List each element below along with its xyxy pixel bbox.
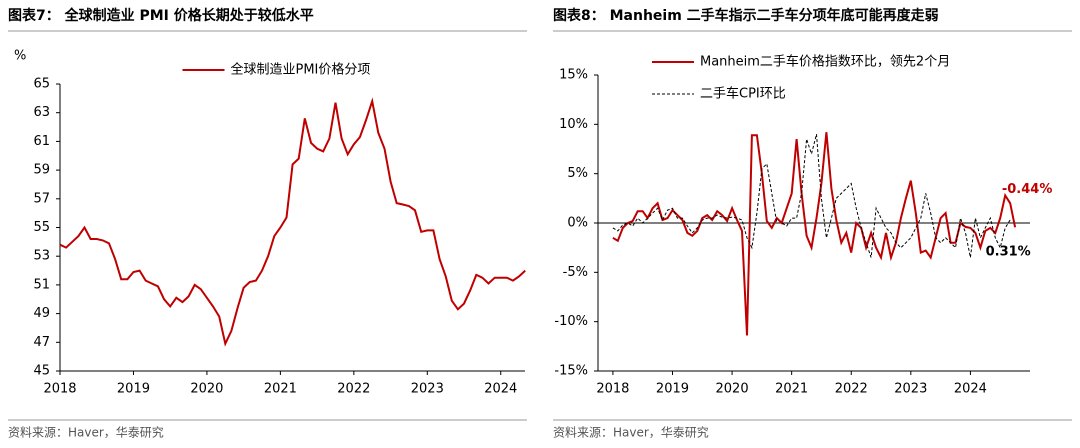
chart-title: 图表7： 全球制造业 PMI 价格长期处于较低水平	[8, 7, 314, 24]
y-tick-label: 0%	[567, 216, 588, 231]
y-tick-label: 55	[33, 220, 50, 235]
y-tick-label: 53	[33, 249, 50, 264]
y-tick-label: 61	[33, 134, 50, 149]
x-tick-label: 2022	[337, 382, 370, 397]
x-tick-label: 2020	[190, 382, 223, 397]
y-tick-label: 10%	[559, 117, 588, 132]
x-tick-label: 2020	[716, 382, 749, 397]
y-tick-label: 49	[33, 306, 50, 321]
legend-label: Manheim二手车价格指数环比，领先2个月	[700, 54, 950, 70]
y-tick-label: -15%	[554, 364, 588, 379]
y-tick-label: 45	[33, 364, 50, 379]
y-tick-label: 5%	[567, 166, 588, 181]
legend-label: 全球制造业PMI价格分项	[231, 62, 371, 78]
x-tick-label: 2021	[775, 382, 808, 397]
x-tick-label: 2018	[43, 382, 76, 397]
y-tick-label: 51	[33, 277, 50, 292]
x-tick-label: 2024	[484, 382, 517, 397]
y-tick-label: 63	[33, 105, 50, 120]
value-label: 0.31%	[986, 244, 1031, 259]
value-label: -0.44%	[1002, 182, 1053, 197]
x-tick-label: 2023	[894, 382, 927, 397]
series-line	[612, 132, 1017, 336]
y-unit: %	[14, 49, 26, 64]
y-tick-label: -5%	[563, 265, 588, 280]
x-tick-label: 2024	[954, 382, 987, 397]
x-tick-label: 2018	[596, 382, 629, 397]
y-tick-label: -10%	[554, 314, 588, 329]
legend-label: 二手车CPI环比	[700, 86, 786, 102]
chart-title: 图表8： Manheim 二手车指示二手车分项年底可能再度走弱	[553, 7, 939, 24]
y-tick-label: 47	[33, 335, 50, 350]
series-line	[612, 134, 1011, 258]
y-tick-label: 57	[33, 191, 50, 206]
x-tick-label: 2021	[264, 382, 297, 397]
y-tick-label: 65	[33, 77, 50, 92]
y-tick-label: 15%	[559, 68, 588, 83]
x-tick-label: 2019	[117, 382, 150, 397]
x-tick-label: 2023	[411, 382, 444, 397]
x-tick-label: 2022	[835, 382, 868, 397]
x-tick-label: 2019	[656, 382, 689, 397]
source: 资料来源：Haver，华泰研究	[553, 425, 709, 440]
source: 资料来源：Haver，华泰研究	[8, 425, 164, 440]
y-tick-label: 59	[33, 163, 50, 178]
series-line	[59, 97, 526, 347]
